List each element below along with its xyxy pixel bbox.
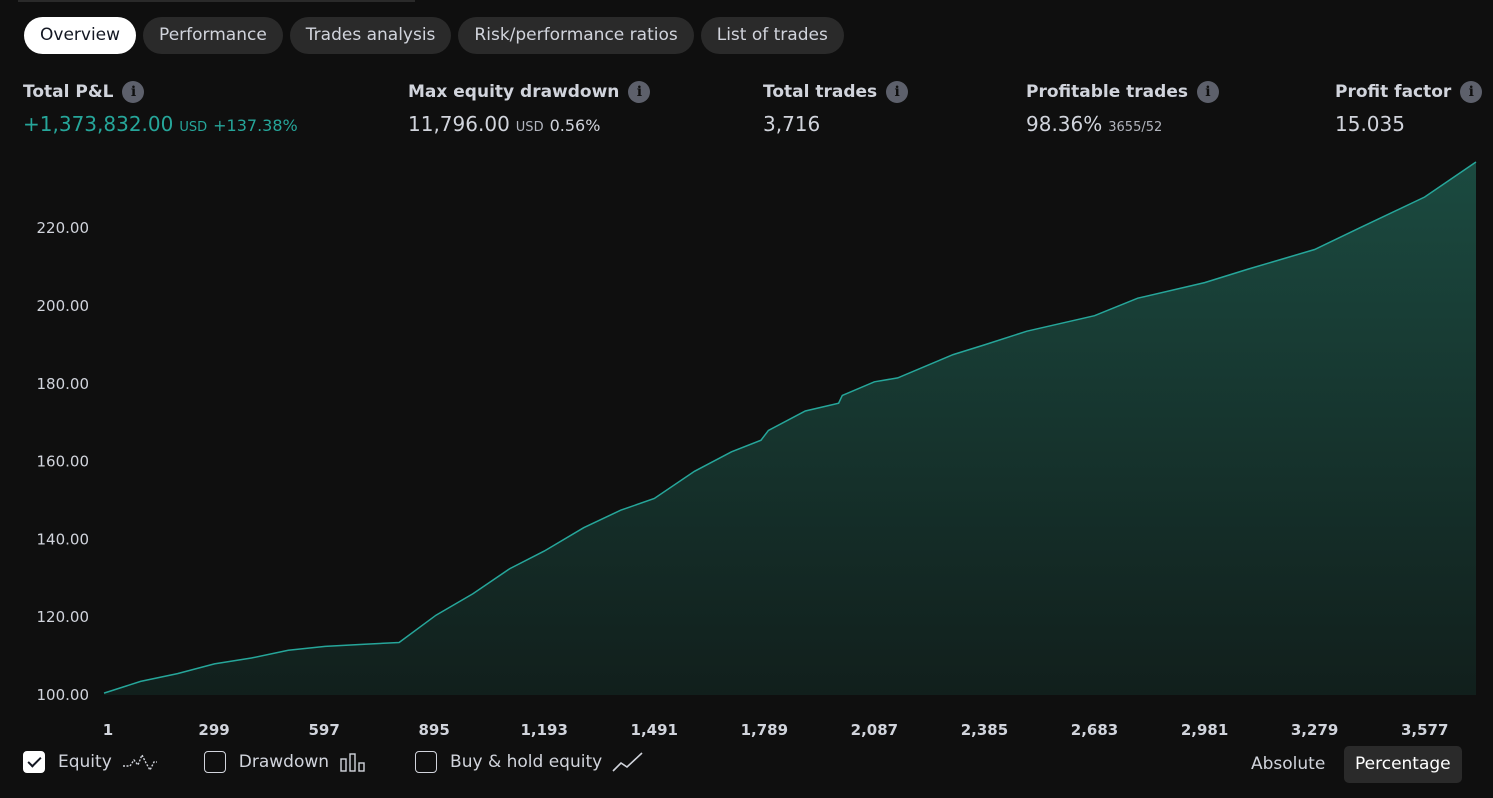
x-tick-label: 3,577 bbox=[1401, 721, 1448, 739]
buy-hold-label: Buy & hold equity bbox=[450, 752, 603, 772]
profit-factor-value: 15.035 bbox=[1335, 112, 1405, 136]
y-tick-label: 160.00 bbox=[37, 453, 90, 471]
x-tick-label: 895 bbox=[419, 721, 450, 739]
x-tick-label: 299 bbox=[198, 721, 229, 739]
info-icon[interactable]: i bbox=[1196, 81, 1219, 103]
tab-overview[interactable]: Overview bbox=[24, 17, 137, 54]
total-trades-value: 3,716 bbox=[763, 112, 821, 136]
equity-line-icon bbox=[122, 753, 157, 772]
stat-label: Total P&L bbox=[23, 82, 114, 102]
x-tick-label: 2,981 bbox=[1181, 721, 1228, 739]
equity-label: Equity bbox=[58, 752, 112, 772]
y-tick-label: 220.00 bbox=[37, 219, 90, 237]
total-pnl-value: +1,373,832.00 bbox=[23, 112, 174, 136]
percentage-toggle-button[interactable]: Percentage bbox=[1344, 746, 1462, 783]
stat-label: Max equity drawdown bbox=[408, 82, 620, 102]
buy-hold-checkbox[interactable] bbox=[415, 751, 438, 773]
tab-risk-performance-ratios[interactable]: Risk/performance ratios bbox=[458, 17, 694, 54]
x-axis: 1 299 597 895 1,193 1,491 1,789 2,087 2,385 2,683… bbox=[103, 721, 1449, 739]
stat-max-drawdown: Max equity drawdown i 11,796.00 USD 0.56… bbox=[408, 80, 651, 136]
stat-total-trades: Total trades i 3,716 bbox=[763, 80, 909, 136]
trend-line-icon bbox=[612, 752, 643, 772]
top-divider bbox=[18, 0, 415, 2]
equity-checkbox[interactable] bbox=[23, 751, 45, 773]
x-tick-label: 1,193 bbox=[520, 721, 567, 739]
total-pnl-currency: USD bbox=[179, 120, 208, 135]
legend-buy-hold-toggle[interactable]: Buy & hold equity bbox=[415, 751, 644, 773]
stat-profit-factor: Profit factor i 15.035 bbox=[1335, 80, 1483, 136]
bar-chart-icon bbox=[340, 753, 365, 772]
y-axis: 100.00 120.00 140.00 160.00 180.00 200.00 220.… bbox=[37, 219, 90, 704]
y-tick-label: 200.00 bbox=[37, 297, 90, 315]
drawdown-label: Drawdown bbox=[238, 752, 330, 772]
y-tick-label: 180.00 bbox=[37, 375, 90, 393]
stat-profitable-trades: Profitable trades i 98.36% 3655/52 bbox=[1026, 80, 1219, 136]
stat-label: Profitable trades bbox=[1026, 82, 1188, 102]
info-icon[interactable]: i bbox=[886, 81, 909, 103]
total-pnl-percent: +137.38% bbox=[213, 116, 298, 135]
max-drawdown-percent: 0.56% bbox=[549, 116, 601, 135]
x-tick-label: 1,789 bbox=[741, 721, 788, 739]
x-tick-label: 1 bbox=[103, 721, 113, 739]
equity-area bbox=[104, 162, 1476, 695]
y-tick-label: 140.00 bbox=[37, 530, 90, 548]
equity-line bbox=[103, 161, 1477, 694]
x-tick-label: 2,087 bbox=[851, 721, 898, 739]
info-icon[interactable]: i bbox=[1460, 81, 1483, 103]
tab-bar: Overview Performance Trades analysis Ris… bbox=[24, 17, 844, 54]
drawdown-checkbox[interactable] bbox=[203, 751, 226, 773]
x-tick-label: 2,683 bbox=[1071, 721, 1118, 739]
legend-equity-toggle[interactable]: Equity bbox=[23, 751, 158, 773]
info-icon[interactable]: i bbox=[628, 81, 651, 103]
equity-chart[interactable]: 100.00 120.00 140.00 160.00 180.00 200.00 220.… bbox=[0, 150, 1493, 745]
tab-list-of-trades[interactable]: List of trades bbox=[700, 17, 844, 54]
profitable-trades-ratio: 3655/52 bbox=[1108, 120, 1163, 135]
stat-total-pnl: Total P&L i +1,373,832.00 USD +137.38% bbox=[23, 80, 298, 136]
absolute-toggle-button[interactable]: Absolute bbox=[1251, 754, 1326, 774]
x-tick-label: 2,385 bbox=[961, 721, 1008, 739]
tab-trades-analysis[interactable]: Trades analysis bbox=[289, 17, 452, 54]
stat-label: Profit factor bbox=[1335, 82, 1452, 102]
max-drawdown-value: 11,796.00 bbox=[408, 112, 510, 136]
x-tick-label: 3,279 bbox=[1291, 721, 1338, 739]
x-tick-label: 1,491 bbox=[631, 721, 678, 739]
chart-legend: Equity Drawdown Buy & hold equity bbox=[23, 751, 690, 773]
legend-drawdown-toggle[interactable]: Drawdown bbox=[203, 751, 369, 773]
tab-performance[interactable]: Performance bbox=[143, 17, 283, 54]
x-tick-label: 597 bbox=[308, 721, 339, 739]
max-drawdown-currency: USD bbox=[515, 120, 544, 135]
y-tick-label: 120.00 bbox=[37, 608, 90, 626]
y-tick-label: 100.00 bbox=[37, 686, 90, 704]
profitable-trades-value: 98.36% bbox=[1026, 112, 1103, 136]
info-icon[interactable]: i bbox=[122, 81, 145, 103]
stat-label: Total trades bbox=[763, 82, 878, 102]
